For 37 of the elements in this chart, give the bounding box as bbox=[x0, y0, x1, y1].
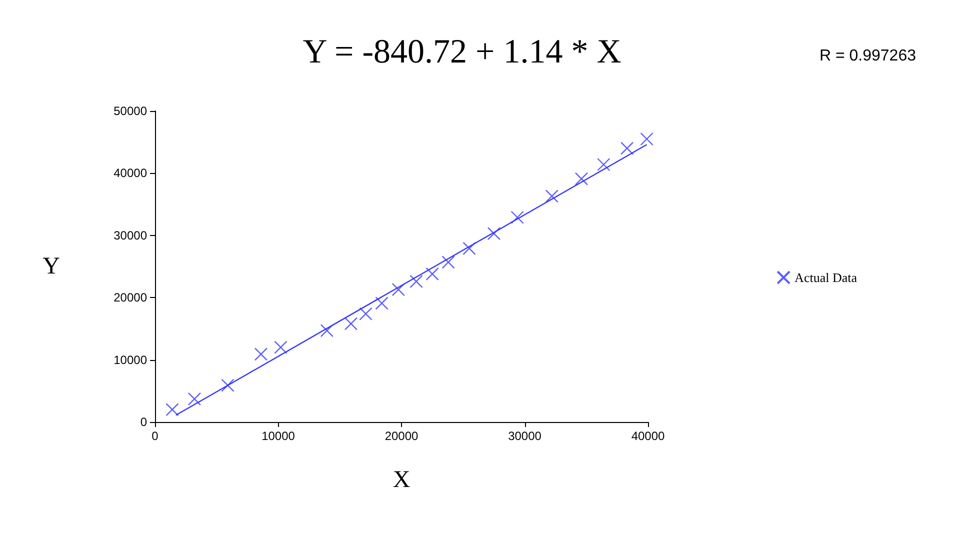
y-tick-label: 30000 bbox=[114, 228, 148, 242]
point bbox=[442, 256, 455, 269]
point bbox=[392, 282, 406, 296]
point bbox=[487, 226, 501, 240]
x-tick-label: 40000 bbox=[631, 429, 666, 443]
point bbox=[620, 142, 634, 155]
point bbox=[254, 348, 268, 361]
point bbox=[188, 392, 202, 406]
point bbox=[640, 132, 654, 146]
point bbox=[410, 274, 423, 288]
point bbox=[462, 242, 476, 256]
point bbox=[510, 210, 524, 224]
y-tick-label: 50000 bbox=[114, 104, 148, 118]
y-axis-title: Y bbox=[42, 254, 60, 280]
text: R = 0.997263 bbox=[819, 48, 916, 64]
point bbox=[344, 317, 358, 330]
y-tick-label: 40000 bbox=[114, 166, 148, 180]
point bbox=[221, 378, 234, 392]
x-tick-label: 0 bbox=[152, 429, 159, 443]
x-tick-label: 30000 bbox=[508, 429, 542, 443]
y-tick-label: 0 bbox=[140, 415, 148, 429]
y-tick-label: 10000 bbox=[114, 352, 148, 367]
point bbox=[597, 158, 610, 172]
chart-title: Y = -840.72 + 1.14 * X bbox=[302, 34, 622, 70]
point bbox=[426, 267, 439, 281]
point bbox=[359, 307, 372, 320]
point bbox=[375, 296, 388, 310]
legend-label: Actual Data bbox=[794, 270, 858, 285]
point bbox=[166, 402, 179, 416]
x-tick-label: 10000 bbox=[262, 429, 296, 443]
x-tick-label: 20000 bbox=[384, 429, 419, 443]
x-axis-title: X bbox=[392, 467, 410, 493]
point bbox=[320, 324, 334, 338]
point bbox=[545, 190, 558, 203]
y-tick-label: 20000 bbox=[114, 290, 148, 305]
point bbox=[574, 172, 588, 186]
point bbox=[274, 340, 288, 354]
